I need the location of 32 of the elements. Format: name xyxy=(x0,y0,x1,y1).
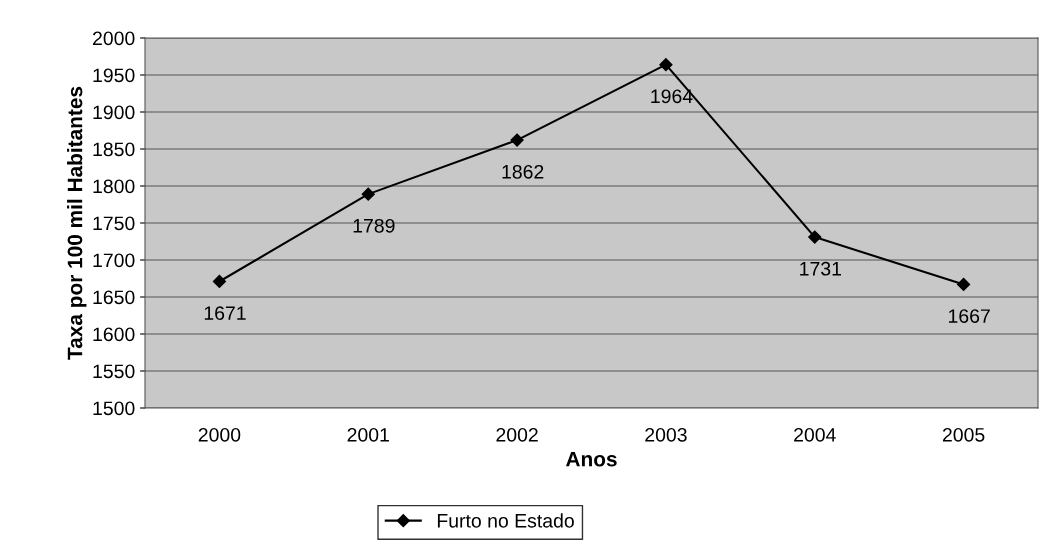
y-tick-label: 1750 xyxy=(93,216,135,231)
point xyxy=(956,277,971,292)
data-label: 1667 xyxy=(949,309,990,323)
y-tick-label: 1850 xyxy=(93,142,135,157)
y-tick-label: 1550 xyxy=(93,364,135,379)
y-tick-label: 1650 xyxy=(93,290,135,305)
point xyxy=(361,187,375,201)
point xyxy=(212,274,227,289)
x-tick-label: 2004 xyxy=(794,427,836,442)
y-tick-label: 1500 xyxy=(93,401,135,416)
data-label: 1964 xyxy=(651,89,693,104)
x-axis-title: Anos xyxy=(565,451,617,467)
legend-label: Furto no Estado xyxy=(437,513,574,528)
point xyxy=(510,133,524,147)
data-label: 1862 xyxy=(502,164,544,179)
y-tick-label: 2000 xyxy=(93,31,135,46)
y-tick-label: 1950 xyxy=(93,68,135,83)
y-tick-label: 1900 xyxy=(93,105,135,120)
data-label: 1731 xyxy=(800,261,841,276)
y-tick-label: 1800 xyxy=(93,179,135,194)
x-tick-label: 2001 xyxy=(347,427,389,442)
x-tick-label: 2000 xyxy=(198,427,241,442)
y-axis-title: Taxa por 100 mil Habitantes xyxy=(67,86,87,360)
data-label: 1671 xyxy=(204,306,246,321)
y-tick-label: 1600 xyxy=(93,327,135,342)
data-label: 1789 xyxy=(353,218,395,233)
x-tick-label: 2003 xyxy=(645,427,687,442)
x-tick-label: 2005 xyxy=(942,427,985,442)
y-tick-label: 1700 xyxy=(93,253,135,268)
point xyxy=(808,230,822,244)
x-tick-label: 2002 xyxy=(496,427,538,442)
point xyxy=(659,58,673,72)
